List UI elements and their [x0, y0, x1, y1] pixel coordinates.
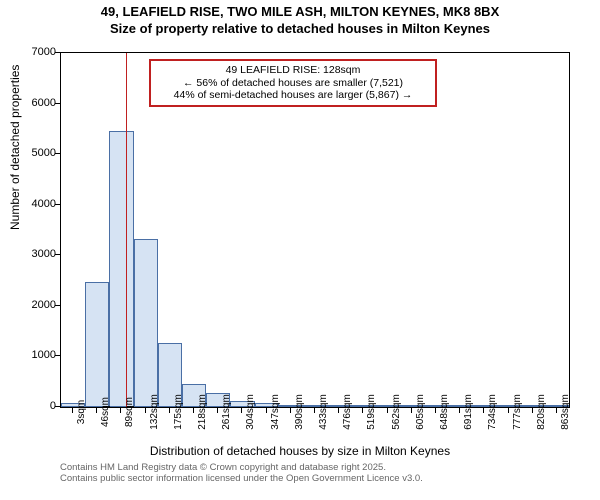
x-tick-mark — [362, 408, 363, 413]
x-tick-mark — [241, 408, 242, 413]
y-tick-label: 2000 — [16, 299, 56, 311]
x-tick-label: 605sqm — [415, 394, 426, 430]
x-tick-label: 476sqm — [342, 394, 353, 430]
x-tick-label: 89sqm — [124, 397, 135, 427]
x-tick-mark — [217, 408, 218, 413]
x-tick-mark — [483, 408, 484, 413]
histogram-bar — [134, 239, 158, 407]
y-tick-label: 6000 — [16, 97, 56, 109]
y-tick-label: 0 — [16, 400, 56, 412]
footer-line-1: Contains HM Land Registry data © Crown c… — [60, 462, 423, 473]
title-line-1: 49, LEAFIELD RISE, TWO MILE ASH, MILTON … — [0, 4, 600, 21]
x-tick-label: 433sqm — [318, 394, 329, 430]
x-tick-mark — [193, 408, 194, 413]
chart-title: 49, LEAFIELD RISE, TWO MILE ASH, MILTON … — [0, 0, 600, 38]
annotation-line-3: 44% of semi-detached houses are larger (… — [157, 89, 429, 102]
x-tick-mark — [459, 408, 460, 413]
annotation-box: 49 LEAFIELD RISE: 128sqm ← 56% of detach… — [149, 59, 437, 107]
x-tick-mark — [314, 408, 315, 413]
y-tick-label: 3000 — [16, 248, 56, 260]
x-tick-mark — [508, 408, 509, 413]
x-tick-mark — [338, 408, 339, 413]
x-tick-mark — [435, 408, 436, 413]
x-tick-mark — [266, 408, 267, 413]
plot-area: 49 LEAFIELD RISE: 128sqm ← 56% of detach… — [60, 52, 570, 408]
x-tick-label: 46sqm — [100, 397, 111, 427]
x-axis-label: Distribution of detached houses by size … — [0, 444, 600, 458]
x-tick-mark — [96, 408, 97, 413]
x-tick-mark — [145, 408, 146, 413]
x-tick-label: 218sqm — [197, 394, 208, 430]
x-tick-mark — [556, 408, 557, 413]
x-tick-label: 390sqm — [294, 394, 305, 430]
x-tick-label: 691sqm — [463, 394, 474, 430]
annotation-line-1: 49 LEAFIELD RISE: 128sqm — [157, 64, 429, 77]
x-tick-mark — [532, 408, 533, 413]
x-tick-label: 261sqm — [221, 394, 232, 430]
x-tick-label: 175sqm — [173, 394, 184, 430]
y-tick-label: 7000 — [16, 46, 56, 58]
footer-line-2: Contains public sector information licen… — [60, 473, 423, 484]
x-tick-label: 734sqm — [487, 394, 498, 430]
x-tick-label: 519sqm — [366, 394, 377, 430]
title-line-2: Size of property relative to detached ho… — [0, 21, 600, 38]
x-tick-mark — [169, 408, 170, 413]
x-tick-label: 347sqm — [270, 394, 281, 430]
x-tick-mark — [120, 408, 121, 413]
x-tick-mark — [290, 408, 291, 413]
chart-container: 49, LEAFIELD RISE, TWO MILE ASH, MILTON … — [0, 0, 600, 500]
footer-attribution: Contains HM Land Registry data © Crown c… — [60, 462, 423, 485]
reference-line — [126, 53, 127, 407]
x-tick-mark — [72, 408, 73, 413]
x-tick-label: 304sqm — [245, 394, 256, 430]
x-tick-mark — [387, 408, 388, 413]
x-tick-label: 132sqm — [149, 394, 160, 430]
x-tick-label: 777sqm — [512, 394, 523, 430]
x-tick-label: 863sqm — [560, 394, 571, 430]
histogram-bar — [85, 282, 109, 407]
histogram-bar — [109, 131, 133, 407]
x-tick-label: 562sqm — [391, 394, 402, 430]
annotation-line-2: ← 56% of detached houses are smaller (7,… — [157, 77, 429, 90]
y-tick-label: 4000 — [16, 198, 56, 210]
y-tick-label: 5000 — [16, 147, 56, 159]
x-tick-label: 820sqm — [536, 394, 547, 430]
x-tick-mark — [411, 408, 412, 413]
y-tick-label: 1000 — [16, 349, 56, 361]
x-tick-label: 3sqm — [76, 400, 87, 424]
x-tick-label: 648sqm — [439, 394, 450, 430]
